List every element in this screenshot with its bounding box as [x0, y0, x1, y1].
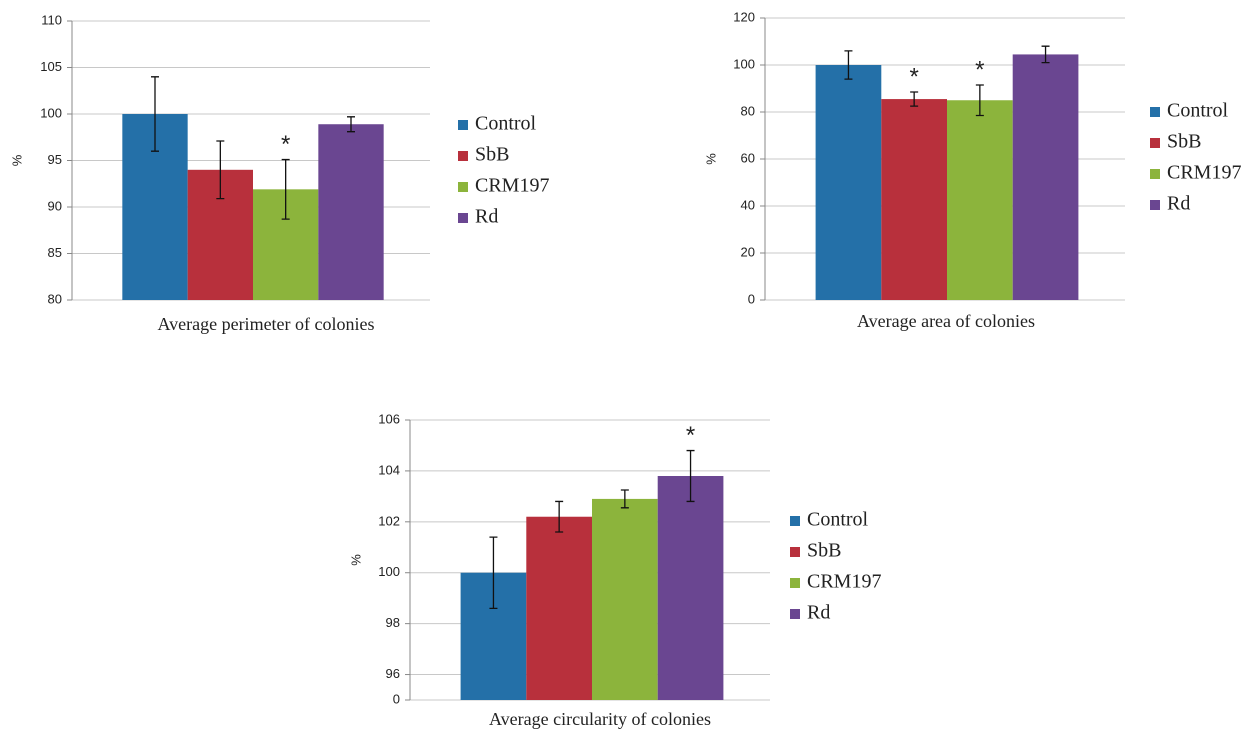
legend-label: Control: [807, 509, 869, 531]
error-bar: [910, 91, 919, 107]
y-tick-label: 0: [748, 291, 755, 306]
error-bar: [975, 84, 984, 117]
y-tick-label: 0: [393, 691, 400, 706]
legend-label: SbB: [807, 540, 841, 562]
legend-swatch: [790, 578, 800, 588]
significance-marker: *: [281, 131, 290, 158]
error-bar: [686, 449, 695, 503]
error-bar: [844, 50, 853, 80]
significance-marker: *: [686, 422, 695, 449]
bar: [657, 476, 724, 700]
y-tick-label: 106: [378, 411, 400, 426]
legend-swatch: [790, 516, 800, 526]
y-tick-label: 104: [378, 462, 400, 477]
legend-swatch: [1150, 169, 1160, 179]
x-axis-label: Average circularity of colonies: [489, 709, 711, 729]
error-bar: [489, 536, 498, 610]
y-axis-label: %: [348, 554, 363, 566]
legend-label: CRM197: [475, 175, 549, 197]
y-axis-label: %: [703, 153, 718, 165]
y-tick-label: 96: [386, 666, 400, 681]
y-tick-label: 100: [733, 56, 755, 71]
legend-label: SbB: [1167, 131, 1201, 153]
x-axis-label: Average perimeter of colonies: [157, 314, 374, 334]
y-tick-label: 80: [48, 291, 62, 306]
bar: [526, 516, 592, 700]
legend-swatch: [458, 120, 468, 130]
bar: [318, 124, 384, 300]
bar: [1012, 54, 1079, 300]
error-bar: [281, 158, 290, 220]
y-axis-label: %: [9, 154, 24, 166]
legend-label: SbB: [475, 144, 509, 166]
error-bar: [216, 140, 225, 200]
y-tick-label: 40: [741, 197, 755, 212]
legend-swatch: [790, 547, 800, 557]
y-tick-label: 85: [48, 245, 62, 260]
legend-label: Rd: [1167, 193, 1190, 215]
y-tick-label: 95: [48, 152, 62, 167]
legend-label: CRM197: [1167, 162, 1241, 184]
legend-swatch: [790, 609, 800, 619]
bar: [881, 99, 947, 300]
legend-label: Control: [1167, 100, 1229, 122]
legend-swatch: [458, 151, 468, 161]
y-tick-label: 80: [741, 103, 755, 118]
legend-label: Control: [475, 113, 537, 135]
y-tick-label: 120: [733, 9, 755, 24]
error-bar: [555, 500, 564, 533]
legend-label: CRM197: [807, 571, 881, 593]
x-axis-label: Average area of colonies: [857, 311, 1035, 331]
legend-label: Rd: [807, 602, 830, 624]
legend-swatch: [1150, 138, 1160, 148]
error-bar: [347, 116, 356, 133]
significance-marker: *: [909, 63, 918, 90]
bar: [947, 100, 1013, 300]
error-bar: [620, 489, 629, 509]
bar: [592, 498, 658, 700]
bar: [815, 65, 882, 300]
y-tick-label: 20: [741, 244, 755, 259]
y-tick-label: 60: [741, 150, 755, 165]
y-tick-label: 102: [378, 513, 400, 528]
error-bar: [150, 76, 159, 152]
y-tick-label: 100: [378, 564, 400, 579]
significance-marker: *: [975, 56, 984, 83]
legend-swatch: [1150, 200, 1160, 210]
error-bar: [1041, 45, 1050, 64]
y-tick-label: 98: [386, 615, 400, 630]
legend-label: Rd: [475, 206, 498, 228]
legend-swatch: [458, 213, 468, 223]
y-tick-label: 100: [40, 105, 62, 120]
legend-swatch: [1150, 107, 1160, 117]
y-tick-label: 90: [48, 198, 62, 213]
legend-swatch: [458, 182, 468, 192]
y-tick-label: 105: [40, 59, 62, 74]
y-tick-label: 110: [41, 12, 62, 27]
